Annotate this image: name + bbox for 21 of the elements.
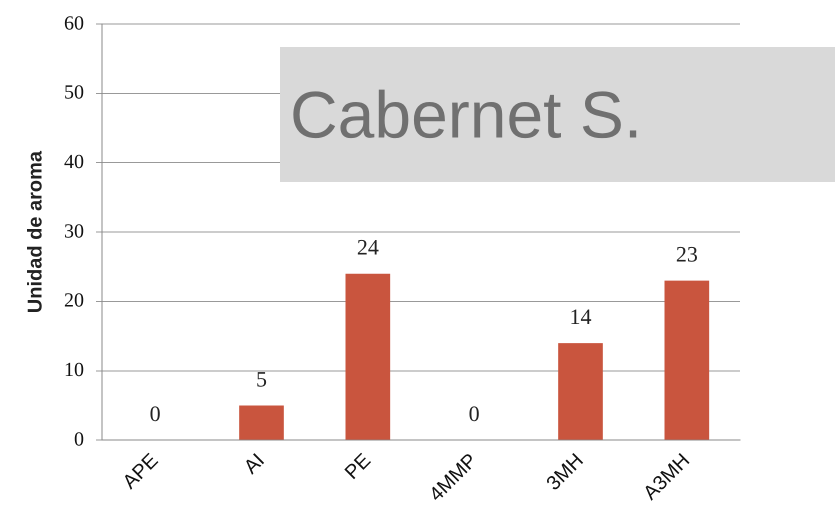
y-tick-label: 30 — [64, 220, 84, 242]
data-label: 0 — [468, 400, 480, 426]
data-label: 14 — [570, 304, 592, 329]
bar — [664, 280, 710, 440]
data-label: 0 — [150, 400, 161, 426]
bar — [346, 274, 390, 440]
data-label: 5 — [256, 366, 267, 392]
y-tick-label: 60 — [64, 12, 84, 34]
x-tick-label: AI — [240, 450, 269, 478]
y-tick-label: 40 — [64, 150, 84, 173]
bar — [239, 405, 284, 440]
data-label: 24 — [356, 234, 379, 260]
y-tick-label: 0 — [74, 428, 84, 450]
x-tick-label: PE — [340, 450, 376, 484]
bar — [558, 343, 603, 440]
y-tick-label: 50 — [64, 82, 84, 104]
y-tick-label: 20 — [64, 290, 84, 312]
y-tick-label: 10 — [64, 359, 84, 382]
text: Cabernet S. — [290, 78, 642, 152]
data-label: 23 — [676, 241, 698, 266]
y-axis-title: Unidad de aroma — [24, 150, 47, 314]
